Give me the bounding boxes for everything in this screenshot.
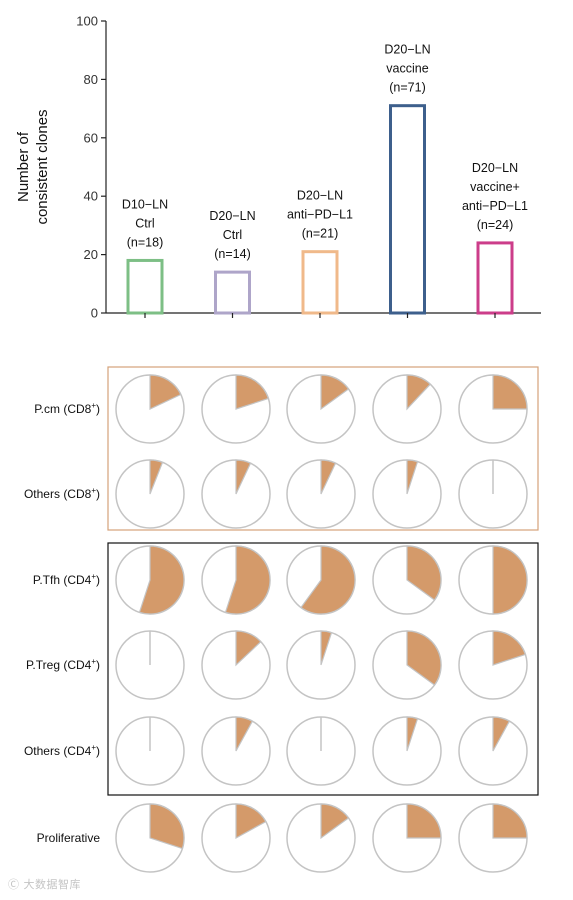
bar-label: (n=18) (127, 235, 163, 249)
pie-slice (320, 803, 350, 840)
bar-label: vaccine+ (470, 180, 520, 194)
y-tick-label: 60 (84, 130, 98, 145)
bar-label: Ctrl (223, 228, 242, 242)
row-label: P.Tfh (CD4+) (33, 572, 100, 587)
row-label: P.Treg (CD4+) (26, 657, 100, 672)
pie-slice (492, 803, 528, 839)
pie-slice (320, 374, 350, 411)
bar-label: (n=71) (389, 81, 425, 95)
pie-slice (406, 803, 442, 839)
bar-label: (n=24) (477, 218, 513, 232)
pie-grid: P.cm (CD8+) Others (CD8+) P.Tfh (CD4+) P.Tr… (24, 366, 539, 873)
bar (214, 270, 251, 315)
pie-slice (149, 374, 182, 410)
pie-slice (235, 803, 267, 840)
pie-slice (320, 459, 337, 495)
bar-label: anti−PD−L1 (287, 208, 353, 222)
bar (301, 250, 339, 315)
pie-slice (492, 374, 528, 410)
group-box (107, 366, 539, 531)
row-label: Proliferative (37, 831, 101, 845)
pie-slice (492, 545, 528, 615)
bar-label: (n=14) (214, 247, 250, 261)
bar-label: vaccine (386, 62, 428, 76)
bar-label: D20−LN (209, 209, 255, 223)
bar-label: D20−LN (384, 43, 430, 57)
bar-label: D20−LN (472, 161, 518, 175)
pie-slice (235, 716, 254, 752)
row-label: Others (CD4+) (24, 743, 100, 758)
pie-slice (492, 630, 527, 666)
pie-slice (235, 459, 252, 495)
bar-label: Ctrl (135, 216, 154, 230)
group-box (107, 542, 539, 796)
bar-label: (n=21) (302, 227, 338, 241)
bar-chart: 0 20 40 60 80 100 Number of consistent clones D1… (15, 14, 541, 321)
pie-slice (492, 716, 511, 752)
pie-slice (406, 459, 419, 495)
pie-slice (406, 630, 442, 686)
pie-slice (406, 716, 419, 752)
bar (126, 258, 164, 315)
pie-slice (138, 545, 185, 615)
y-axis-label: Number of consistent clones (15, 109, 51, 224)
y-tick-label: 40 (84, 189, 98, 204)
pie-slice (406, 545, 442, 601)
row-label: Others (CD8+) (24, 486, 100, 501)
pie-slice (149, 459, 164, 495)
pie-slice (149, 803, 185, 850)
y-tick-label: 20 (84, 247, 98, 262)
bar-label: anti−PD−L1 (462, 199, 528, 213)
pie-slice (300, 545, 356, 615)
bar-label: D20−LN (297, 189, 343, 203)
bar (389, 104, 426, 315)
y-tick-label: 100 (76, 14, 98, 29)
watermark: Ⓒ 大数据智库 (8, 878, 81, 891)
y-tick-label: 0 (91, 306, 98, 321)
y-tick-label: 80 (84, 72, 98, 87)
bar (476, 241, 514, 315)
bar-label: D10−LN (122, 197, 168, 211)
row-label: P.cm (CD8+) (34, 401, 100, 416)
pie-slice (224, 545, 271, 615)
pie-slice (235, 630, 262, 667)
pie-slice (235, 374, 270, 410)
pie-slice (320, 630, 333, 666)
pie-slice (406, 374, 432, 411)
